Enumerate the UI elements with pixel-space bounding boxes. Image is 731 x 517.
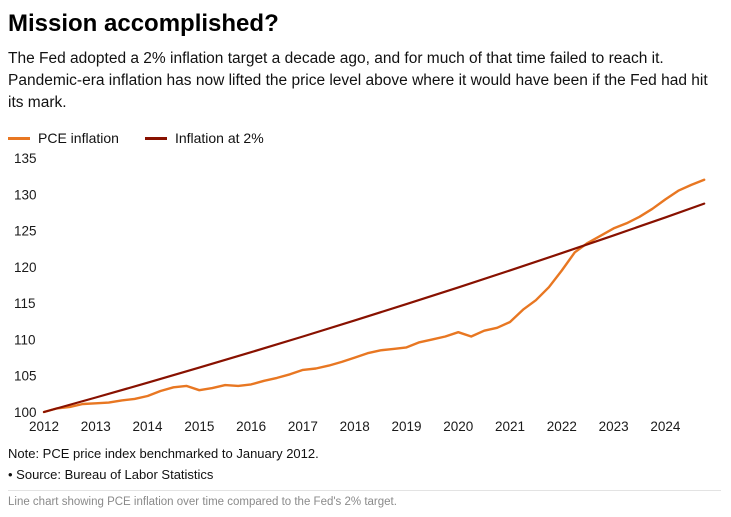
source-text: • Source: Bureau of Labor Statistics [8,467,214,482]
y-axis-tick-label: 115 [14,296,36,311]
x-axis-tick-label: 2013 [81,419,111,434]
x-axis-tick-label: 2018 [340,419,370,434]
y-axis-tick-label: 125 [14,224,37,239]
pce-inflation-line [42,178,706,414]
x-axis-tick-label: 2021 [495,419,525,434]
x-axis-tick-label: 2017 [288,419,318,434]
pce-line-swatch-icon [8,136,30,140]
x-axis-tick-label: 2015 [184,419,214,434]
chart-area: 100 105 110 115 120 125 130 135 2012 2013 2014 2015… [8,150,721,438]
x-axis-tick-label: 2023 [599,419,629,434]
inflation-target-line [42,202,706,414]
x-axis-tick-label: 2014 [133,419,164,434]
note-text: Note: PCE price index benchmarked to Jan… [8,446,319,461]
chart-subtitle: The Fed adopted a 2% inflation target a … [8,50,708,111]
chart-notes: Note: PCE price index benchmarked to Jan… [8,446,721,482]
y-axis-tick-label: 135 [14,151,37,166]
x-axis-tick-label: 2024 [650,419,681,434]
y-axis-tick-label: 120 [14,260,37,275]
y-axis-tick-label: 130 [14,187,37,202]
page-title: Mission accomplished? [8,10,279,37]
x-axis-tick-label: 2019 [391,419,421,434]
legend-label: Inflation at 2% [174,130,264,146]
x-axis-tick-label: 2020 [443,419,473,434]
legend-label: PCE inflation [38,130,119,146]
y-axis-tick-label: 105 [14,369,37,384]
accessibility-caption: Line chart showing PCE inflation over ti… [8,490,721,508]
x-axis-tick-label: 2022 [547,419,577,434]
y-axis-tick-label: 110 [14,332,36,347]
x-axis-tick-label: 2016 [236,419,266,434]
legend-item-pce: PCE inflation [8,130,119,146]
legend-item-target: Inflation at 2% [144,130,264,146]
target-line-swatch-icon [144,136,167,140]
x-axis-tick-label: 2012 [29,419,59,434]
chart-legend: PCE inflation Inflation at 2% [8,130,721,146]
line-chart: 100 105 110 115 120 125 130 135 2012 2013 2014 2015… [14,151,706,434]
y-axis-tick-label: 100 [14,405,37,420]
